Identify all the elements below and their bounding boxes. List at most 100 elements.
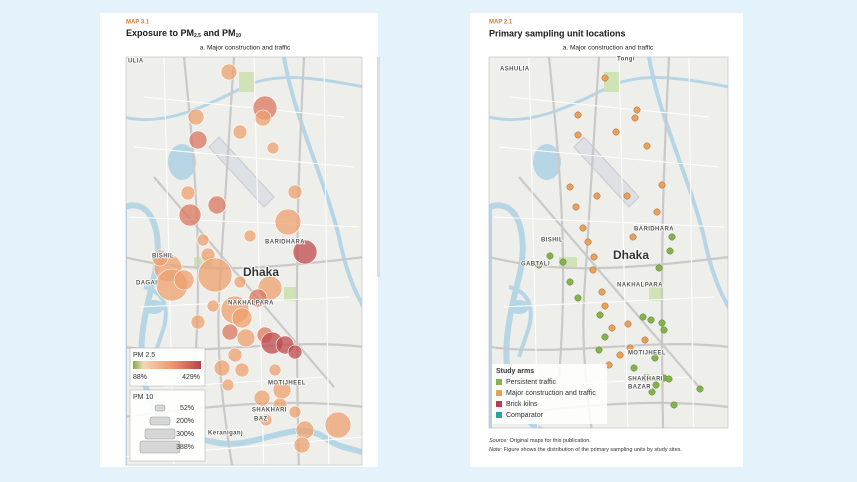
pm-marker [233,275,247,289]
source-text: Original maps for this publication. [508,438,591,444]
source: Source: Original maps for this publicati… [489,438,591,444]
place-label: GABTALI [521,262,550,268]
pm-marker [227,347,243,363]
legend-swatch [496,390,502,396]
map-number: MAP 3.1 [126,20,150,26]
place-label: NAKHALPARA [617,283,663,289]
size-symbol [144,428,176,440]
pm-marker [180,185,196,201]
pm-marker [232,124,248,140]
legend-label: 200% [176,418,194,425]
place-label: SHAKHARI [252,408,287,414]
site-marker [574,131,582,139]
pm-marker [197,257,233,293]
legend-label: Persistent traffic [506,379,557,386]
site-marker [647,316,655,324]
place-label: BISHIL [541,238,563,244]
map [124,57,369,477]
legend-label: Brick kilns [506,401,538,408]
site-marker [566,278,574,286]
pm-marker [188,130,208,150]
site-marker [590,253,598,261]
site-marker [593,192,601,200]
map-title: Exposure to PM2.5 and PM10 [126,28,241,39]
legend-label: 88% [133,374,147,381]
site-marker [608,324,616,332]
pm-marker [220,63,238,81]
place-label: BISHIL [152,254,174,260]
title-text: Exposure to PM [126,28,194,38]
place-label: BAZAR [628,385,651,391]
pm-marker [173,269,195,291]
pm-marker [272,397,288,413]
site-marker [655,264,663,272]
legend-swatch [496,379,502,385]
site-marker [574,294,582,302]
site-marker [633,106,641,114]
pm-marker [207,195,227,215]
map-number: MAP 2.1 [489,20,513,26]
site-marker [630,364,638,372]
place-label: MOTIJHEEL [268,381,306,387]
pm-marker [292,239,318,265]
site-marker [612,128,620,136]
map-title: Primary sampling unit locations [489,28,626,38]
size-symbol [154,404,166,412]
legend-title: PM 2.5 [133,352,155,359]
site-marker [660,326,668,334]
place-label: ULIA [128,59,144,65]
pm-marker [287,344,303,360]
legend-label: 429% [182,374,200,381]
title-sub: 10 [235,33,241,39]
pm-marker [236,328,256,348]
place-label: NAKHALPARA [228,301,274,307]
site-marker [546,252,554,260]
site-marker [639,313,647,321]
pm-marker [196,233,210,247]
legend-label: 388% [176,444,194,451]
pm-marker [234,362,250,378]
site-marker [643,142,651,150]
site-marker [595,346,603,354]
site-marker [626,344,634,352]
legend-box [492,364,607,424]
note-label: Note: [489,447,503,453]
place-label: Tongi [617,57,635,63]
site-marker [616,351,624,359]
pm-marker [243,229,257,243]
site-marker [658,319,666,327]
site-marker [566,183,574,191]
site-marker [641,336,649,344]
note: Note: Figure shows the distribution of t… [489,447,682,453]
site-marker [559,258,567,266]
title-text: and PM [201,28,236,38]
legend-label: Major construction and traffic [506,390,596,397]
place-label: ASHULIA [500,67,530,73]
legend-swatch [496,401,502,407]
place-label: Dhaka [613,248,649,262]
site-marker [658,181,666,189]
site-marker [601,333,609,341]
site-marker [589,266,597,274]
pm-marker [274,208,302,236]
site-marker [572,203,580,211]
place-label: BAZ [254,417,268,423]
legend-swatch [496,412,502,418]
site-marker [624,320,632,328]
site-marker [584,238,592,246]
place-label: Keraniganj [208,431,243,437]
place-label: SHAKHARI [628,377,663,383]
site-marker [652,381,660,389]
site-marker [623,192,631,200]
site-marker [651,354,659,362]
pm-marker [268,363,282,377]
legend-title: Study arms [496,368,534,375]
pm-marker [190,314,206,330]
pm-marker [178,203,202,227]
pm-marker [254,109,272,127]
pm-marker [213,359,231,377]
site-marker [696,385,704,393]
note-text: Figure shows the distribution of the pri… [502,447,682,453]
size-symbol [149,416,171,426]
legend-label: 52% [180,405,194,412]
